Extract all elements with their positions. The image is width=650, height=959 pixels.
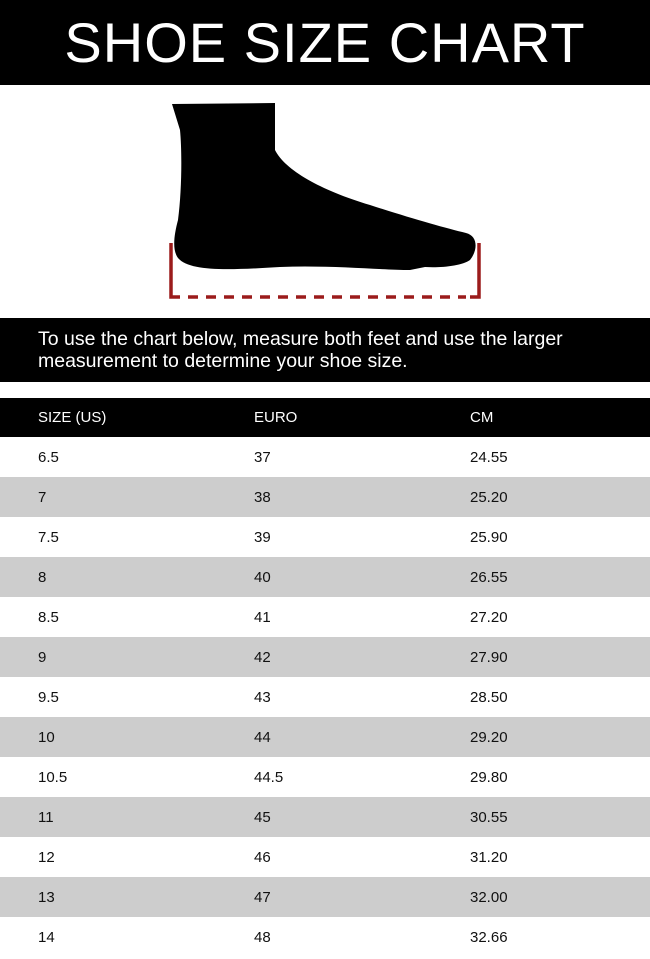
cell-size-us: 8.5 bbox=[38, 608, 59, 626]
table-row: 13 47 32.00 bbox=[0, 877, 650, 917]
foot-measure-icon bbox=[169, 103, 481, 299]
cell-euro: 47 bbox=[254, 888, 271, 906]
cell-size-us: 9.5 bbox=[38, 688, 59, 706]
cell-cm: 31.20 bbox=[470, 848, 508, 866]
cell-size-us: 7.5 bbox=[38, 528, 59, 546]
cell-cm: 28.50 bbox=[470, 688, 508, 706]
header-size-us: SIZE (US) bbox=[38, 409, 107, 426]
cell-cm: 30.55 bbox=[470, 808, 508, 826]
cell-euro: 46 bbox=[254, 848, 271, 866]
cell-cm: 29.80 bbox=[470, 768, 508, 786]
header-euro: EURO bbox=[254, 409, 298, 426]
cell-cm: 26.55 bbox=[470, 568, 508, 586]
cell-size-us: 7 bbox=[38, 488, 47, 506]
cell-cm: 29.20 bbox=[470, 728, 508, 746]
cell-euro: 41 bbox=[254, 608, 271, 626]
cell-size-us: 11 bbox=[38, 808, 54, 826]
table-row: 6.5 37 24.55 bbox=[0, 437, 650, 477]
cell-size-us: 9 bbox=[38, 648, 47, 666]
table-row: 9.5 43 28.50 bbox=[0, 677, 650, 717]
table-row: 7 38 25.20 bbox=[0, 477, 650, 517]
page-title: SHOE SIZE CHART bbox=[0, 0, 650, 85]
cell-size-us: 12 bbox=[38, 848, 55, 866]
size-table-body: 6.5 37 24.55 7 38 25.20 7.5 39 25.90 8 40 26.55 8.5 4… bbox=[0, 437, 650, 957]
cell-cm: 25.90 bbox=[470, 528, 508, 546]
cell-euro: 48 bbox=[254, 928, 271, 946]
table-row: 11 45 30.55 bbox=[0, 797, 650, 837]
table-row: 9 42 27.90 bbox=[0, 637, 650, 677]
cell-cm: 27.20 bbox=[470, 608, 508, 626]
table-row: 10 44 29.20 bbox=[0, 717, 650, 757]
cell-size-us: 10.5 bbox=[38, 768, 68, 786]
cell-euro: 44.5 bbox=[254, 768, 284, 786]
cell-size-us: 8 bbox=[38, 568, 47, 586]
cell-cm: 27.90 bbox=[470, 648, 508, 666]
cell-size-us: 14 bbox=[38, 928, 55, 946]
table-row: 12 46 31.20 bbox=[0, 837, 650, 877]
table-header: SIZE (US) EURO CM bbox=[0, 398, 650, 437]
table-row: 8 40 26.55 bbox=[0, 557, 650, 597]
cell-euro: 40 bbox=[254, 568, 271, 586]
cell-size-us: 13 bbox=[38, 888, 55, 906]
header-cm: CM bbox=[470, 409, 494, 426]
cell-cm: 25.20 bbox=[470, 488, 508, 506]
table-row: 10.5 44.5 29.80 bbox=[0, 757, 650, 797]
cell-cm: 32.66 bbox=[470, 928, 508, 946]
cell-euro: 44 bbox=[254, 728, 271, 746]
table-row: 8.5 41 27.20 bbox=[0, 597, 650, 637]
cell-euro: 38 bbox=[254, 488, 271, 506]
foot-illustration bbox=[0, 85, 650, 318]
table-row: 14 48 32.66 bbox=[0, 917, 650, 957]
cell-euro: 43 bbox=[254, 688, 271, 706]
cell-euro: 39 bbox=[254, 528, 271, 546]
cell-size-us: 6.5 bbox=[38, 448, 59, 466]
cell-cm: 32.00 bbox=[470, 888, 508, 906]
table-row: 7.5 39 25.90 bbox=[0, 517, 650, 557]
instructions: To use the chart below, measure both fee… bbox=[0, 318, 650, 382]
cell-size-us: 10 bbox=[38, 728, 55, 746]
cell-cm: 24.55 bbox=[470, 448, 508, 466]
cell-euro: 42 bbox=[254, 648, 271, 666]
cell-euro: 37 bbox=[254, 448, 271, 466]
cell-euro: 45 bbox=[254, 808, 271, 826]
